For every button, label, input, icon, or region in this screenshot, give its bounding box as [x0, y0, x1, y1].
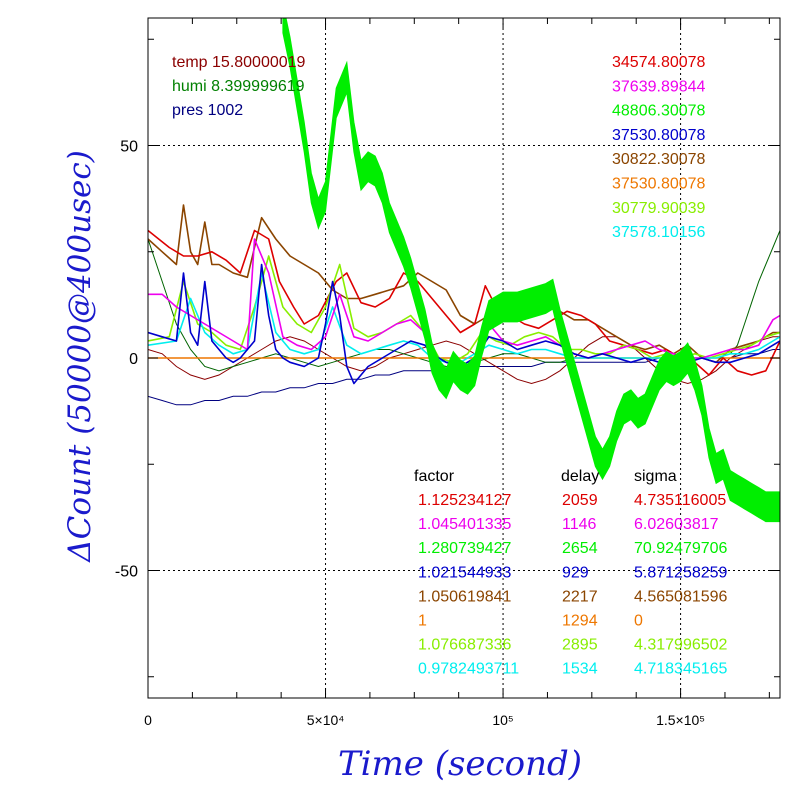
- y-axis-label: ΔCount (50000@400usec): [62, 150, 98, 563]
- series-top-value: 48806.30078: [612, 103, 706, 120]
- table-sigma: 0: [634, 613, 643, 630]
- env-label: temp 15.80000019: [172, 54, 306, 71]
- x-tick-label: 0: [144, 712, 152, 728]
- env-label: pres 1002: [172, 102, 243, 119]
- table-factor: 1.076687336: [418, 637, 512, 654]
- y-tick-label: 0: [129, 351, 138, 368]
- table-sigma: 4.735116005: [634, 492, 726, 509]
- table-sigma: 5.871258259: [634, 564, 728, 581]
- table-sigma: 4.718345165: [634, 661, 728, 678]
- table-sigma: 6.02603817: [634, 516, 719, 533]
- chart-labels: temp 15.80000019 humi 8.399999619 pres 100…: [172, 54, 728, 678]
- table-factor: 0.9782493711: [418, 661, 519, 678]
- x-tick-label: 1.5×10⁵: [656, 712, 705, 728]
- table-delay: 929: [562, 564, 589, 581]
- table-factor: 1: [418, 613, 427, 630]
- table-delay: 1294: [562, 613, 598, 630]
- x-tick-label: 10⁵: [492, 712, 513, 728]
- table-factor: 1.125234127: [418, 492, 512, 509]
- table-sigma: 4.565081596: [634, 588, 728, 605]
- series-top-value: 37530.80078: [612, 127, 706, 144]
- series-top-value: 37530.80078: [612, 176, 706, 193]
- table-factor: 1.050619841: [418, 588, 512, 605]
- series-top-value: 37578.10156: [612, 224, 706, 241]
- table-header-sigma: sigma: [634, 468, 677, 485]
- series-top-value: 30779.90039: [612, 200, 706, 217]
- table-sigma: 70.92479706: [634, 540, 728, 557]
- table-factor: 1.045401335: [418, 516, 512, 533]
- table-delay: 1146: [562, 516, 597, 533]
- series-top-value: 34574.80078: [612, 54, 706, 71]
- y-tick-label: -50: [115, 564, 138, 581]
- series-band: [282, 18, 780, 523]
- table-delay: 2654: [562, 540, 598, 557]
- table-delay: 2059: [562, 492, 598, 509]
- table-delay: 1534: [562, 661, 598, 678]
- series-top-value: 37639.89844: [612, 78, 706, 95]
- table-delay: 2217: [562, 588, 598, 605]
- table-header-delay: delay: [561, 468, 599, 485]
- table-factor: 1.021544933: [418, 564, 512, 581]
- x-axis-label: Time (second): [338, 744, 582, 784]
- table-factor: 1.280739427: [418, 540, 512, 557]
- env-label: humi 8.399999619: [172, 78, 305, 95]
- table-delay: 2895: [562, 637, 598, 654]
- series-line: [148, 263, 780, 385]
- y-tick-label: 50: [120, 139, 138, 156]
- x-tick-label: 5×10⁴: [307, 712, 345, 728]
- series-top-value: 30822.30078: [612, 151, 706, 168]
- count-series: [148, 18, 780, 523]
- axis-ticks: -50 0 50 0 5×10⁴ 10⁵ 1.5×10⁵: [115, 18, 780, 728]
- table-sigma: 4.317996502: [634, 637, 728, 654]
- table-header-factor: factor: [414, 468, 455, 485]
